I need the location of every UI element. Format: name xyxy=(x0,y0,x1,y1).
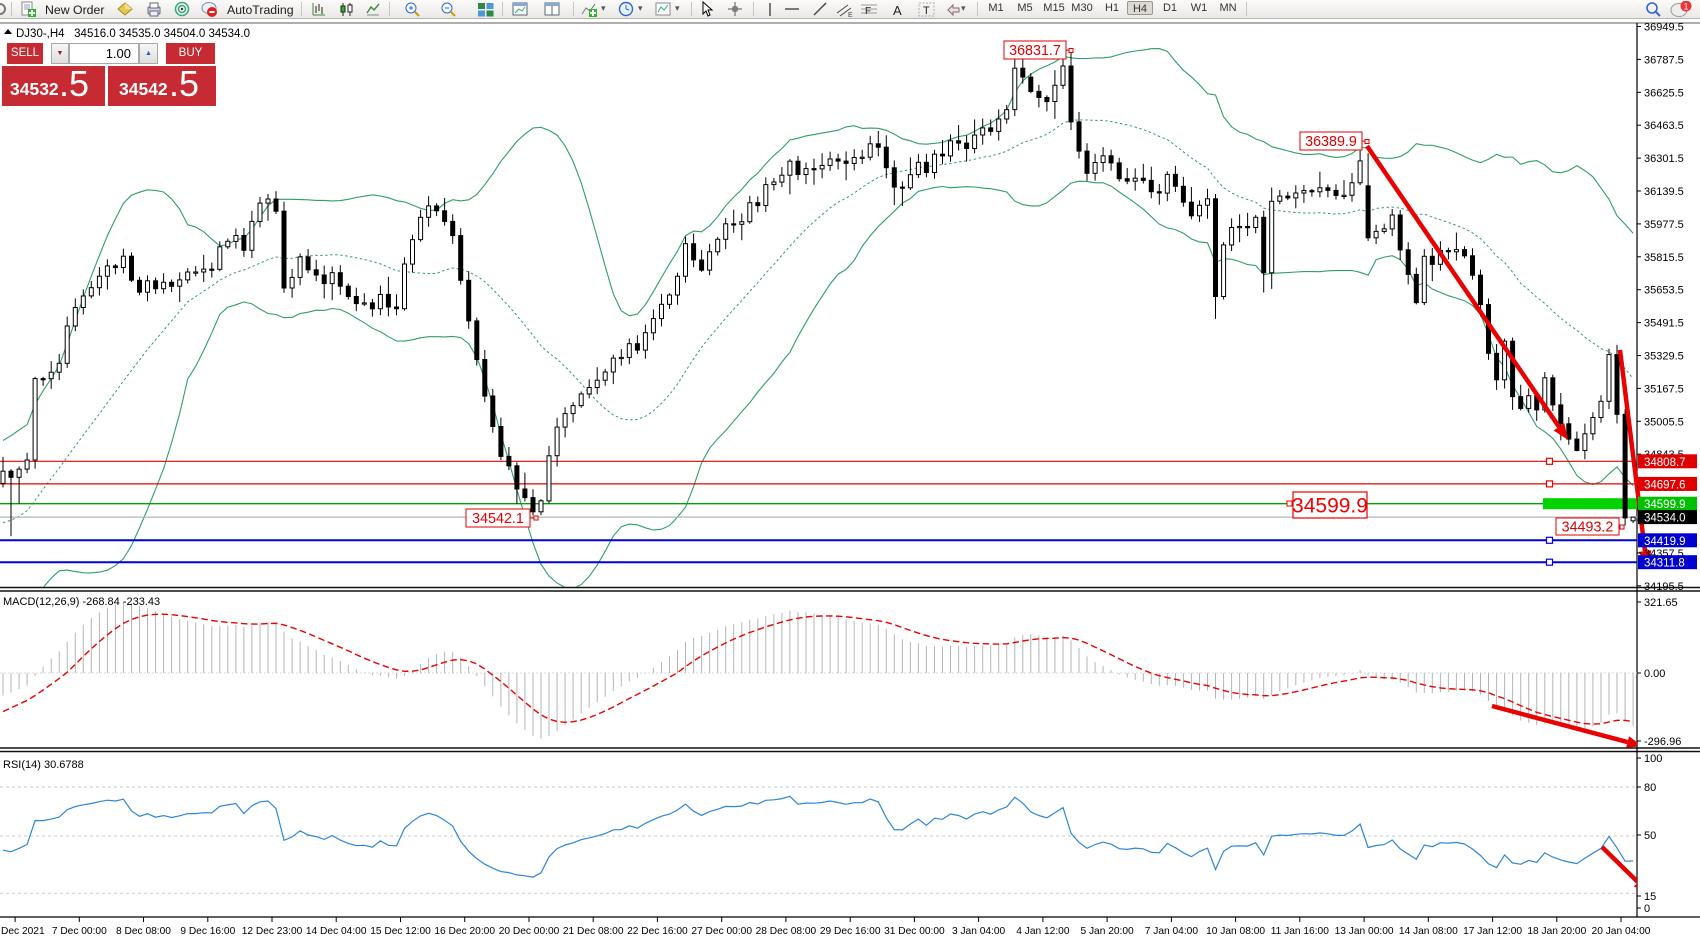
svg-text:36831.7: 36831.7 xyxy=(1009,43,1061,59)
svg-text:36463.5: 36463.5 xyxy=(1644,120,1684,132)
svg-text:50: 50 xyxy=(1644,830,1656,842)
svg-text:RSI(14) 30.6788: RSI(14) 30.6788 xyxy=(3,759,84,771)
svg-text:0.00: 0.00 xyxy=(1644,668,1665,680)
svg-text:9 Dec 16:00: 9 Dec 16:00 xyxy=(180,926,235,937)
svg-text:17 Jan 12:00: 17 Jan 12:00 xyxy=(1463,926,1522,937)
svg-text:35005.5: 35005.5 xyxy=(1644,416,1684,428)
svg-text:E: E xyxy=(848,12,853,18)
svg-text:15 Dec 12:00: 15 Dec 12:00 xyxy=(370,926,431,937)
svg-text:34311.8: 34311.8 xyxy=(1644,558,1685,570)
svg-text:36389.9: 36389.9 xyxy=(1305,134,1357,150)
svg-text:35167.5: 35167.5 xyxy=(1644,383,1684,395)
svg-text:34419.9: 34419.9 xyxy=(1644,536,1686,548)
svg-text:34542.1: 34542.1 xyxy=(472,511,524,527)
svg-text:22 Dec 16:00: 22 Dec 16:00 xyxy=(627,926,688,937)
svg-text:T: T xyxy=(923,5,930,17)
svg-text:31 Dec 00:00: 31 Dec 00:00 xyxy=(884,926,945,937)
svg-text:15: 15 xyxy=(1644,891,1656,903)
svg-text:12 Dec 23:00: 12 Dec 23:00 xyxy=(242,926,303,937)
svg-text:34697.6: 34697.6 xyxy=(1644,479,1686,491)
svg-text:7 Dec 00:00: 7 Dec 00:00 xyxy=(52,926,107,937)
svg-text:34599.9: 34599.9 xyxy=(1644,499,1686,511)
svg-text:18 Jan 20:00: 18 Jan 20:00 xyxy=(1527,926,1586,937)
svg-text:13 Jan 00:00: 13 Jan 00:00 xyxy=(1335,926,1394,937)
svg-text:321.65: 321.65 xyxy=(1644,597,1678,609)
svg-text:10 Jan 08:00: 10 Jan 08:00 xyxy=(1206,926,1265,937)
svg-text:35653.5: 35653.5 xyxy=(1644,285,1684,297)
svg-text:35329.5: 35329.5 xyxy=(1644,351,1684,363)
svg-text:1: 1 xyxy=(1683,2,1688,12)
svg-text:28 Dec 08:00: 28 Dec 08:00 xyxy=(756,926,817,937)
svg-text:14 Dec 04:00: 14 Dec 04:00 xyxy=(306,926,367,937)
svg-text:100: 100 xyxy=(1644,753,1662,765)
svg-text:7 Jan 04:00: 7 Jan 04:00 xyxy=(1145,926,1199,937)
svg-text:35977.5: 35977.5 xyxy=(1644,219,1684,231)
svg-text:20 Jan 04:00: 20 Jan 04:00 xyxy=(1592,926,1651,937)
svg-text:16 Dec 20:00: 16 Dec 20:00 xyxy=(434,926,495,937)
svg-text:34534.0: 34534.0 xyxy=(1644,513,1686,525)
svg-text:20 Dec 00:00: 20 Dec 00:00 xyxy=(499,926,560,937)
svg-text:34195.5: 34195.5 xyxy=(1644,581,1684,593)
svg-text:14 Jan 08:00: 14 Jan 08:00 xyxy=(1399,926,1458,937)
svg-text:36139.5: 36139.5 xyxy=(1644,186,1684,198)
svg-text:MACD(12,26,9) -268.84 -233.43: MACD(12,26,9) -268.84 -233.43 xyxy=(3,596,160,608)
svg-text:Dec 2021: Dec 2021 xyxy=(1,926,45,937)
svg-text:11 Jan 16:00: 11 Jan 16:00 xyxy=(1271,926,1329,937)
svg-text:27 Dec 00:00: 27 Dec 00:00 xyxy=(691,926,752,937)
svg-text:36625.5: 36625.5 xyxy=(1644,87,1684,99)
svg-text:35491.5: 35491.5 xyxy=(1644,318,1684,330)
svg-text:21 Dec 08:00: 21 Dec 08:00 xyxy=(563,926,624,937)
svg-text:36787.5: 36787.5 xyxy=(1644,54,1684,66)
svg-text:80: 80 xyxy=(1644,782,1656,794)
svg-text:4 Jan 12:00: 4 Jan 12:00 xyxy=(1016,926,1070,937)
svg-text:29 Dec 16:00: 29 Dec 16:00 xyxy=(820,926,881,937)
svg-text:34808.7: 34808.7 xyxy=(1644,457,1686,469)
svg-text:34493.2: 34493.2 xyxy=(1562,520,1614,536)
svg-text:34599.9: 34599.9 xyxy=(1292,495,1368,518)
svg-text:3 Jan 04:00: 3 Jan 04:00 xyxy=(952,926,1006,937)
svg-text:36949.5: 36949.5 xyxy=(1644,22,1684,34)
svg-text:8 Dec 08:00: 8 Dec 08:00 xyxy=(116,926,171,937)
svg-text:36301.5: 36301.5 xyxy=(1644,153,1684,165)
svg-text:-296.96: -296.96 xyxy=(1644,736,1681,748)
svg-text:DJ30-,H4 34516.0 34535.0 345: DJ30-,H4 34516.0 34535.0 34504.0 34534.0 xyxy=(16,28,250,40)
svg-text:5 Jan 20:00: 5 Jan 20:00 xyxy=(1080,926,1134,937)
svg-text:F: F xyxy=(865,6,871,17)
svg-text:35815.5: 35815.5 xyxy=(1644,252,1684,264)
svg-text:0: 0 xyxy=(1644,903,1650,915)
